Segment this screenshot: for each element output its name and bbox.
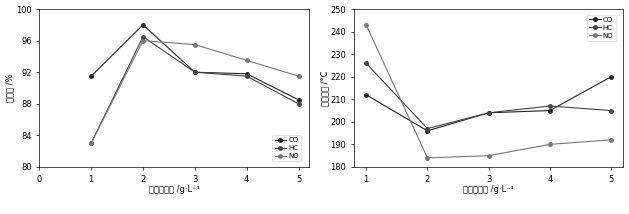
HC xyxy=(362,62,370,64)
Legend: CO, HC, NO: CO, HC, NO xyxy=(587,15,616,41)
HC xyxy=(243,75,250,77)
NO xyxy=(608,139,615,141)
CO xyxy=(485,111,493,114)
HC xyxy=(424,127,431,130)
NO xyxy=(87,142,95,144)
CO xyxy=(362,94,370,96)
HC xyxy=(608,109,615,112)
NO xyxy=(295,75,303,77)
CO xyxy=(608,75,615,78)
NO xyxy=(191,43,199,46)
HC xyxy=(485,111,493,114)
HC xyxy=(295,103,303,105)
CO xyxy=(295,98,303,101)
HC xyxy=(546,105,554,107)
NO xyxy=(546,143,554,146)
NO xyxy=(485,154,493,157)
CO xyxy=(546,109,554,112)
Line: CO: CO xyxy=(364,75,613,132)
X-axis label: 负载锃的量 /g·L⁻¹: 负载锃的量 /g·L⁻¹ xyxy=(463,185,514,194)
NO xyxy=(139,39,147,42)
Legend: CO, HC, NO: CO, HC, NO xyxy=(272,135,301,162)
HC xyxy=(87,142,95,144)
HC xyxy=(139,35,147,38)
NO xyxy=(424,157,431,159)
CO xyxy=(243,73,250,75)
CO xyxy=(87,75,95,77)
X-axis label: 负载锃的量 /g·L⁻¹: 负载锃的量 /g·L⁻¹ xyxy=(148,185,199,194)
Line: CO: CO xyxy=(89,23,300,102)
Line: HC: HC xyxy=(364,61,613,130)
CO xyxy=(139,24,147,26)
Y-axis label: 起燃温度 /°C: 起燃温度 /°C xyxy=(320,70,329,106)
Line: HC: HC xyxy=(89,35,300,145)
Y-axis label: 转化率 /%: 转化率 /% xyxy=(6,74,14,102)
Line: NO: NO xyxy=(89,39,300,145)
HC xyxy=(191,71,199,73)
Line: NO: NO xyxy=(364,23,613,160)
CO xyxy=(191,71,199,73)
CO xyxy=(424,129,431,132)
NO xyxy=(243,59,250,62)
NO xyxy=(362,24,370,26)
